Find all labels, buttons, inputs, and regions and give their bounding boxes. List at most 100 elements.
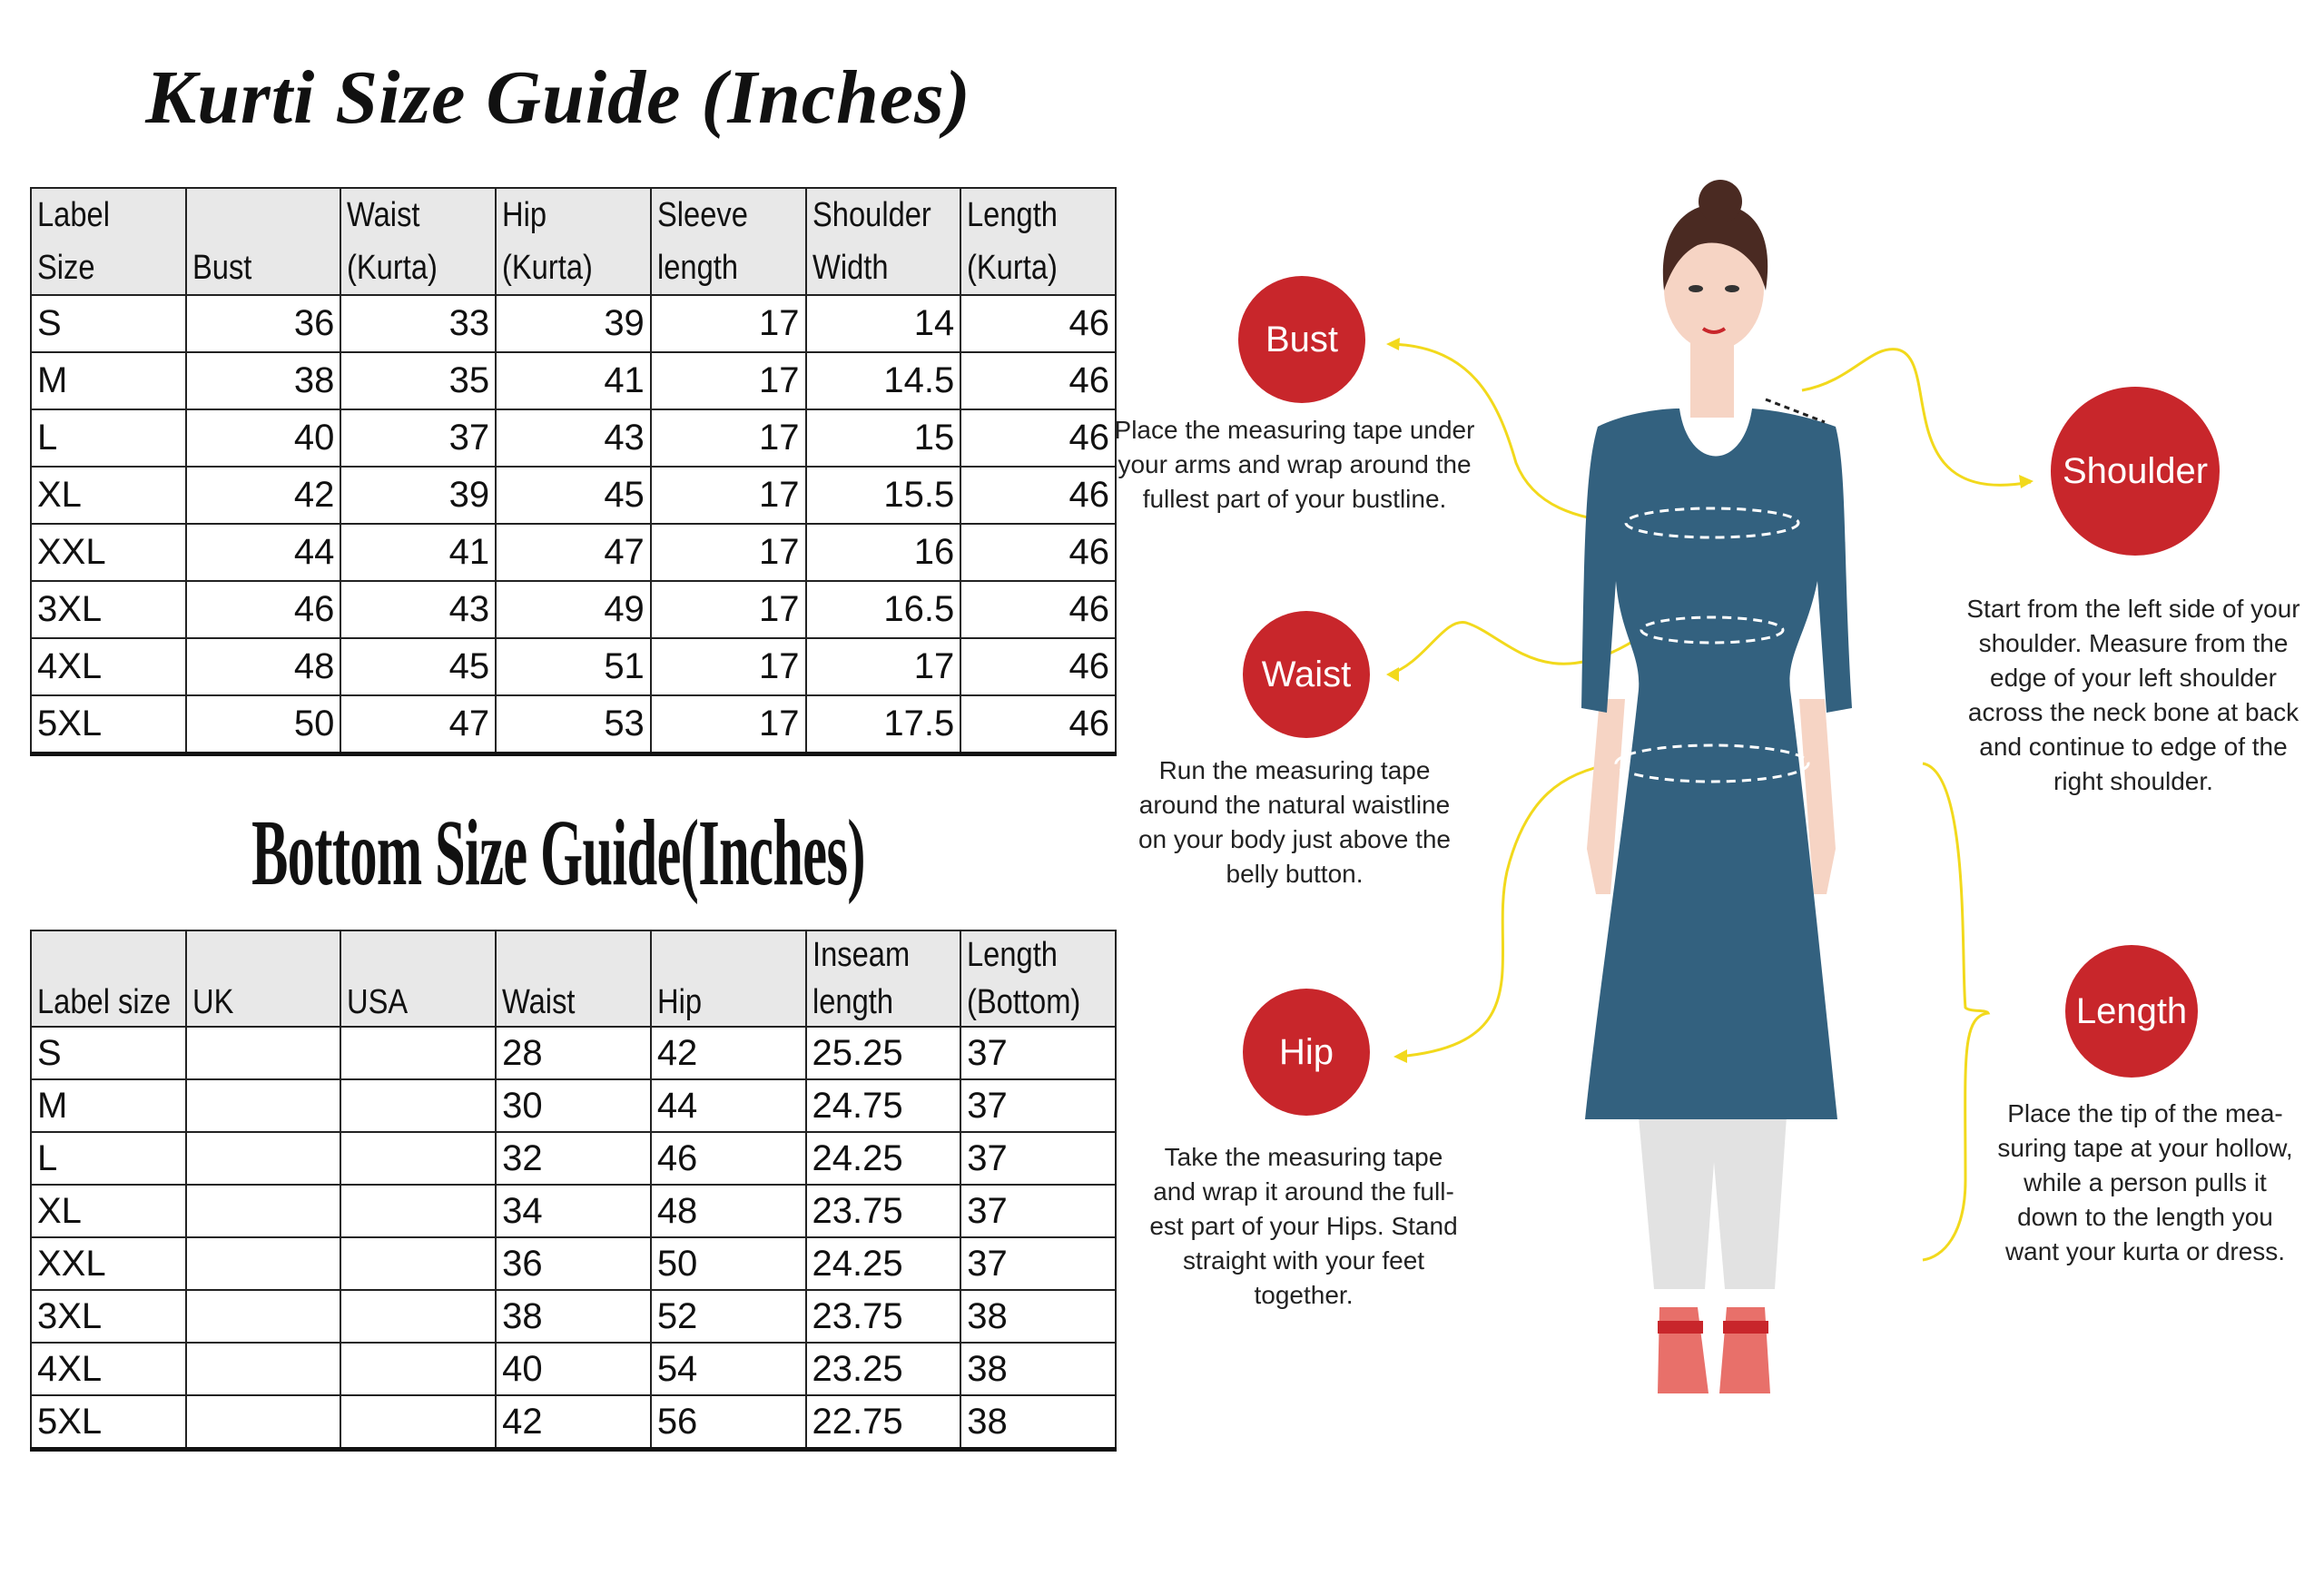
shoulder-badge: Shoulder xyxy=(2051,387,2220,556)
column-header: Label size xyxy=(30,930,187,1028)
table-cell xyxy=(340,1026,497,1080)
size-label-cell: S xyxy=(30,294,187,353)
shoulder-measure-line xyxy=(1765,398,1826,424)
table-cell: 46 xyxy=(960,466,1117,525)
size-label-cell: XXL xyxy=(30,523,187,582)
size-label-cell: L xyxy=(30,1131,187,1186)
length-instructions: Place the tip of the mea-suring tape at … xyxy=(1997,1099,2293,1265)
header-line: (Bottom) xyxy=(967,983,1081,1021)
table-cell xyxy=(184,1026,342,1080)
table-cell: 37 xyxy=(340,409,497,468)
table-cell: 52 xyxy=(649,1289,807,1344)
table-cell xyxy=(184,1342,342,1396)
hip-measure-line xyxy=(1614,743,1810,783)
table-cell: 42 xyxy=(184,466,342,525)
kurti-title: Kurti Size Guide (Inches) xyxy=(145,55,971,140)
table-cell: 43 xyxy=(340,580,497,639)
header-line: (Kurta) xyxy=(967,249,1059,287)
size-label-cell: M xyxy=(30,351,187,410)
column-header: Hip (Kurta) xyxy=(495,187,652,296)
column-header: Bust xyxy=(184,187,342,296)
table-cell: 24.25 xyxy=(804,1131,962,1186)
table-cell xyxy=(184,1289,342,1344)
table-row: 5XL 50 47 53 17 17.5 46 xyxy=(30,694,1117,756)
table-cell: 17 xyxy=(649,294,807,353)
table-cell xyxy=(184,1184,342,1238)
table-row: 5XL 42 56 22.75 38 xyxy=(30,1394,1117,1452)
table-row: XXL 44 41 47 17 16 46 xyxy=(30,523,1117,582)
table-row: 4XL 48 45 51 17 17 46 xyxy=(30,637,1117,696)
table-cell: 48 xyxy=(184,637,342,696)
shoulder-instructions: Start from the left side of your shoulde… xyxy=(1966,595,2300,795)
bust-measure-line xyxy=(1624,507,1800,539)
table-cell: 28 xyxy=(495,1026,652,1080)
table-row: 4XL 40 54 23.25 38 xyxy=(30,1342,1117,1396)
table-cell: 22.75 xyxy=(804,1394,962,1452)
table-cell: 39 xyxy=(495,294,652,353)
table-cell: 37 xyxy=(960,1026,1117,1080)
table-cell: 41 xyxy=(340,523,497,582)
table-cell: 17 xyxy=(649,466,807,525)
bottom-size-table: Label size UK USA Waist Hip Inseam length L… xyxy=(30,930,1117,1452)
table-cell: 17 xyxy=(649,351,807,410)
header-line: Bust xyxy=(192,249,252,287)
table-cell: 15.5 xyxy=(804,466,962,525)
table-cell: 37 xyxy=(960,1184,1117,1238)
table-cell: 15 xyxy=(804,409,962,468)
table-row: 3XL 46 43 49 17 16.5 46 xyxy=(30,580,1117,639)
table-cell: 42 xyxy=(495,1394,652,1452)
waist-arrow-icon xyxy=(1386,667,1399,682)
table-cell: 39 xyxy=(340,466,497,525)
table-cell xyxy=(184,1131,342,1186)
table-cell: 45 xyxy=(340,637,497,696)
column-header: Inseam length xyxy=(804,930,962,1028)
size-label-cell: M xyxy=(30,1078,187,1133)
table-cell: 56 xyxy=(649,1394,807,1452)
column-header: Hip xyxy=(649,930,807,1028)
header-line: Size xyxy=(37,249,95,287)
table-cell: 16 xyxy=(804,523,962,582)
length-guide-brace xyxy=(1922,762,1991,1262)
header-line: Label size xyxy=(37,983,172,1021)
table-cell: 24.25 xyxy=(804,1236,962,1291)
header-line: Waist xyxy=(347,196,420,234)
table-cell: 14 xyxy=(804,294,962,353)
table-cell: 38 xyxy=(184,351,342,410)
table-cell: 50 xyxy=(184,694,342,756)
table-cell: 48 xyxy=(649,1184,807,1238)
table-cell: 40 xyxy=(495,1342,652,1396)
table-cell: 30 xyxy=(495,1078,652,1133)
header-line: Label xyxy=(37,196,110,234)
table-cell xyxy=(184,1394,342,1452)
table-cell: 46 xyxy=(960,637,1117,696)
size-label-cell: 4XL xyxy=(30,1342,187,1396)
table-cell: 46 xyxy=(960,294,1117,353)
table-cell: 46 xyxy=(649,1131,807,1186)
table-cell: 49 xyxy=(495,580,652,639)
table-cell: 38 xyxy=(960,1289,1117,1344)
header-line: Width xyxy=(812,249,889,287)
table-row: S 36 33 39 17 14 46 xyxy=(30,294,1117,353)
table-cell: 51 xyxy=(495,637,652,696)
table-cell: 35 xyxy=(340,351,497,410)
table-cell xyxy=(184,1236,342,1291)
column-header: Label Size xyxy=(30,187,187,296)
table-cell xyxy=(340,1289,497,1344)
table-cell: 47 xyxy=(495,523,652,582)
header-line: (Kurta) xyxy=(502,249,593,287)
table-row: 3XL 38 52 23.75 38 xyxy=(30,1289,1117,1344)
size-label-cell: 3XL xyxy=(30,580,187,639)
table-cell: 37 xyxy=(960,1236,1117,1291)
table-cell: 23.75 xyxy=(804,1184,962,1238)
table-cell: 36 xyxy=(495,1236,652,1291)
column-header: Waist xyxy=(495,930,652,1028)
header-line: Hip xyxy=(502,196,547,234)
table-cell: 46 xyxy=(960,351,1117,410)
size-label-cell: L xyxy=(30,409,187,468)
guide-lines xyxy=(1388,342,2032,1262)
size-label-cell: S xyxy=(30,1026,187,1080)
shoulder-arrow-icon xyxy=(2019,475,2034,488)
shoulder-guide-line xyxy=(1801,348,2032,487)
header-row: Label Size Bust Waist (Kurta) Hip (Kurta) Slee… xyxy=(30,187,1117,296)
table-cell: 17 xyxy=(649,409,807,468)
